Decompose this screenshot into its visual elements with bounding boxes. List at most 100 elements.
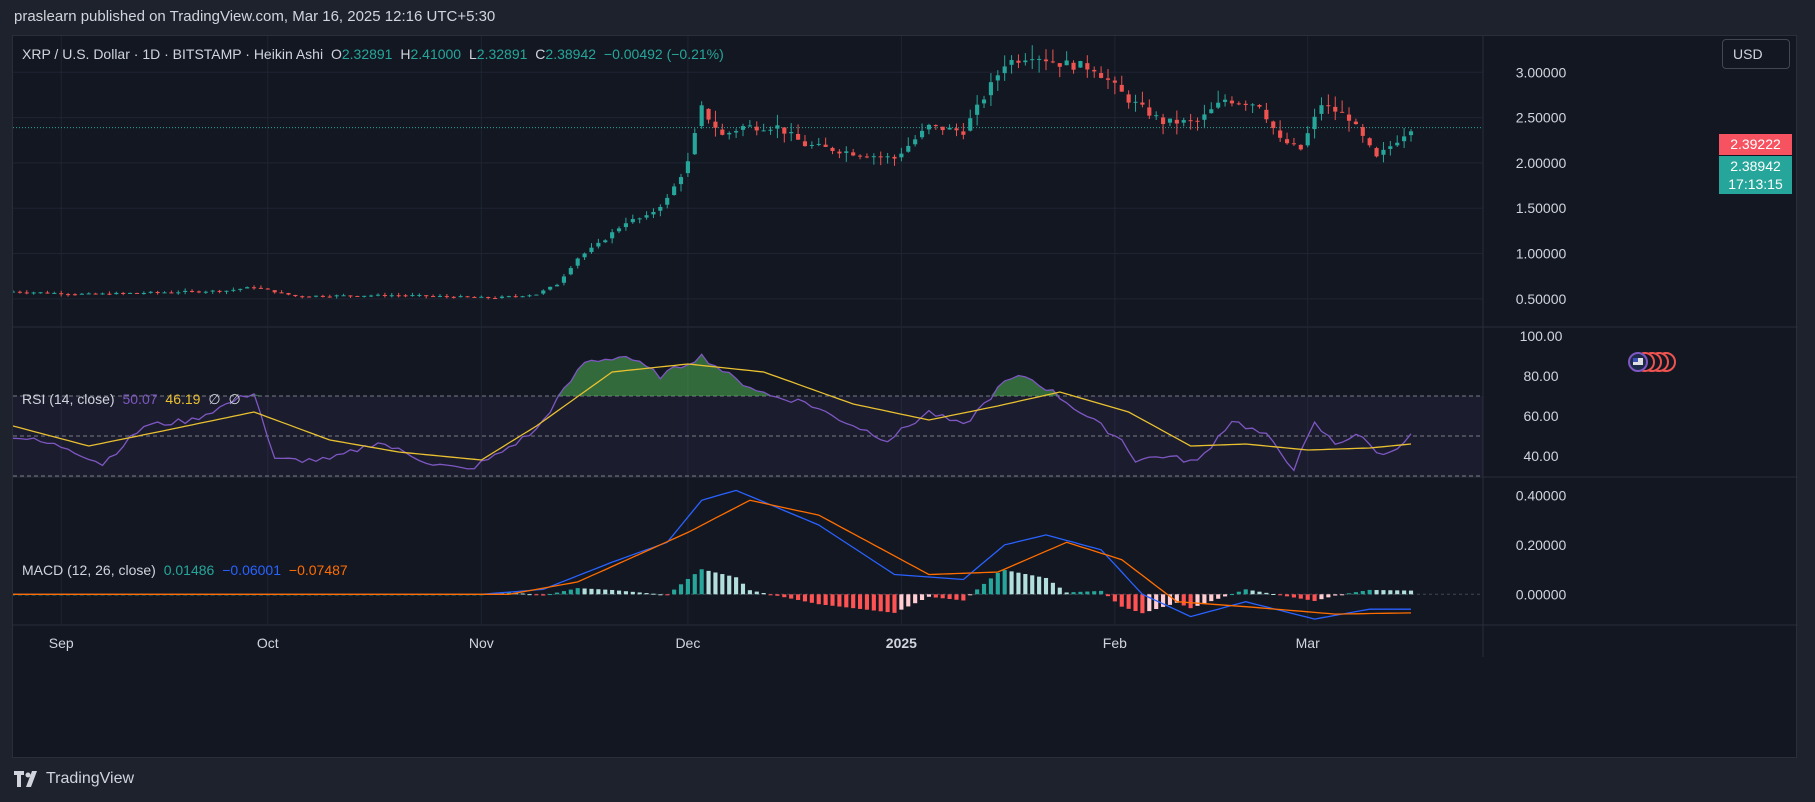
candle-body: [534, 294, 539, 296]
candle-body: [1333, 106, 1338, 112]
macd-histogram-bar: [1057, 587, 1062, 595]
chart-canvas[interactable]: Sep Oct Nov Dec 2025 Feb Mar 3.00000 2.50000 2.00…: [13, 36, 1798, 759]
macd-label: MACD (12, 26, close): [22, 562, 156, 578]
candle-body: [224, 290, 229, 292]
candle-body: [761, 130, 766, 132]
candle-body: [121, 292, 126, 294]
candle-body: [375, 294, 381, 296]
candle-body: [66, 294, 71, 296]
candle-body: [472, 296, 477, 298]
macd-histogram-bar: [871, 594, 876, 611]
price-axis-tick: 1.50000: [1516, 200, 1567, 216]
candle-body: [355, 295, 360, 297]
macd-histogram-bar: [1319, 594, 1324, 600]
currency-button[interactable]: USD: [1722, 39, 1790, 69]
rsi-label: RSI (14, close): [22, 391, 115, 407]
candle-body: [1057, 63, 1062, 67]
macd-histogram-bar: [1009, 571, 1014, 595]
candle-body: [554, 284, 560, 287]
macd-histogram-bar: [630, 591, 635, 595]
macd-histogram-bar: [981, 583, 987, 595]
candle-body: [1188, 120, 1193, 122]
symbol-name: XRP / U.S. Dollar · 1D · BITSTAMP · Heik…: [22, 46, 324, 62]
candle-body: [362, 295, 367, 297]
candle-body: [293, 294, 298, 297]
macd-histogram-bar: [1250, 590, 1255, 595]
rsi-legend: RSI (14, close) 50.07 46.19 ∅ ∅: [22, 391, 245, 408]
candle-body: [589, 247, 594, 253]
macd-histogram-bar: [761, 592, 766, 595]
candle-body: [630, 219, 635, 223]
candle-body: [913, 139, 918, 145]
footer-brand[interactable]: TradingView: [14, 770, 134, 788]
event-flags-icon[interactable]: [1628, 350, 1676, 374]
candle-body: [499, 296, 505, 298]
macd-histogram-bar: [1154, 594, 1159, 610]
candle-body: [348, 295, 353, 297]
candle-body: [265, 288, 270, 290]
candle-body: [1092, 69, 1097, 72]
candle-body: [837, 151, 842, 154]
candle-body: [1105, 78, 1111, 80]
candle-body: [13, 291, 16, 293]
macd-histogram-bar: [541, 594, 546, 596]
candle-body: [541, 290, 546, 294]
macd-histogram-bar: [644, 593, 649, 595]
macd-histogram-bar: [864, 594, 870, 610]
macd-histogram-bar: [906, 594, 911, 607]
candle-body: [128, 292, 133, 294]
x-axis-label: Mar: [1296, 635, 1320, 651]
candle-body: [196, 291, 202, 293]
candle-body: [17, 291, 22, 293]
candle-body: [1298, 144, 1303, 150]
candle-body: [582, 253, 587, 258]
candle-body: [72, 294, 78, 296]
candle-body: [320, 295, 325, 297]
candle-body: [162, 292, 167, 294]
open-label: O: [330, 46, 342, 62]
macd-histogram-bar: [1119, 594, 1124, 607]
macd-histogram-bar: [1099, 590, 1104, 595]
candle-body: [169, 292, 174, 294]
close-label: C: [535, 46, 546, 62]
candle-body: [327, 296, 332, 298]
high-label: H: [400, 46, 411, 62]
candle-body: [479, 296, 484, 298]
candle-body: [382, 294, 387, 296]
candle-body: [1395, 142, 1400, 146]
candle-body: [1078, 61, 1083, 68]
low-value: 2.32891: [476, 46, 528, 62]
rsi-value: 50.07: [122, 391, 158, 407]
candle-body: [286, 293, 291, 295]
macd-histogram-bar: [1216, 594, 1221, 599]
footer-brand-label: TradingView: [46, 770, 135, 787]
rsi-axis-tick: 80.00: [1523, 368, 1558, 384]
candle-body: [307, 296, 312, 298]
candle-body: [189, 290, 195, 292]
macd-legend: MACD (12, 26, close) 0.01486 −0.06001 −0…: [22, 562, 352, 578]
macd-histogram-bar: [775, 594, 780, 596]
macd-histogram-bar: [1126, 594, 1131, 609]
x-axis-label: Nov: [469, 635, 494, 651]
candle-body: [1374, 148, 1379, 157]
macd-histogram-bar: [527, 594, 532, 596]
candle-body: [417, 294, 422, 296]
rsi-ma-value: 46.19: [165, 391, 201, 407]
macd-histogram-bar: [796, 594, 801, 600]
macd-histogram-bar: [1395, 590, 1400, 595]
macd-histogram-bar: [1381, 590, 1386, 595]
macd-histogram-bar: [699, 569, 704, 595]
candle-body: [458, 296, 463, 298]
macd-histogram-bar: [1236, 591, 1241, 595]
macd-histogram-bar: [1050, 582, 1055, 595]
macd-histogram-bar: [1222, 594, 1228, 597]
candle-body: [637, 218, 642, 220]
candle-body: [1174, 119, 1179, 124]
macd-histogram-bar: [582, 588, 587, 595]
macd-histogram-bar: [575, 588, 580, 595]
macd-axis-tick: 0.40000: [1516, 487, 1567, 503]
macd-histogram-bar: [1291, 594, 1296, 598]
macd-histogram-bar: [837, 594, 842, 607]
macd-histogram-bar: [1030, 575, 1035, 595]
chart-area[interactable]: Sep Oct Nov Dec 2025 Feb Mar 3.00000 2.50000 2.00…: [12, 35, 1798, 759]
